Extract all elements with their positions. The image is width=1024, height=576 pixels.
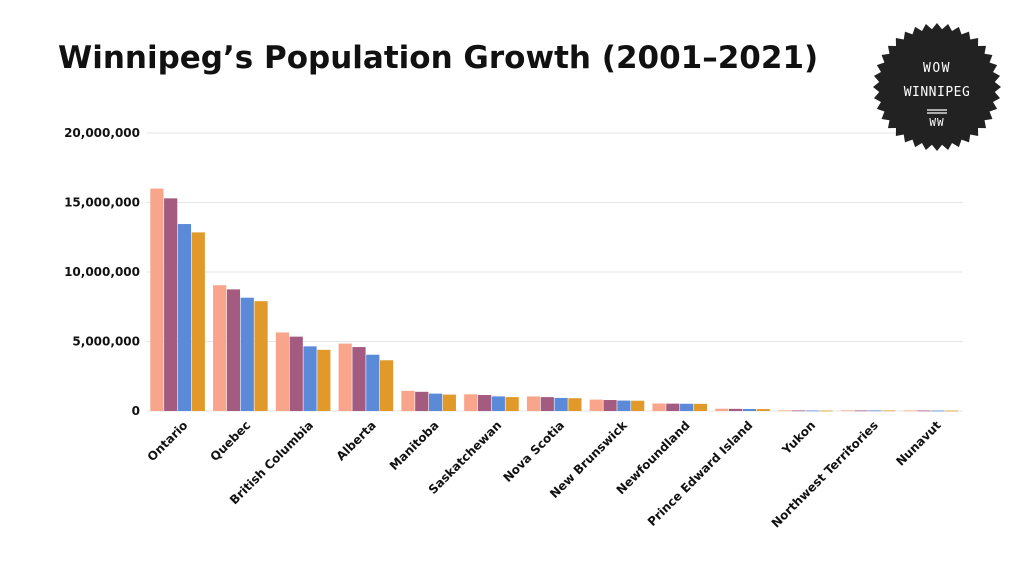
bar-northwest-territories-series-2 [854, 410, 868, 412]
bar-quebec-series-1 [213, 285, 227, 411]
bar-saskatchewan-series-2 [477, 395, 492, 411]
bars [150, 188, 959, 412]
y-tick-label: 20,000,000 [64, 126, 140, 140]
bar-yukon-series-2 [791, 410, 805, 412]
logo-line-3: WW [929, 116, 944, 129]
bar-british-columbia-series-4 [317, 349, 331, 411]
bar-prince-edward-island-series-3 [742, 408, 757, 411]
bar-ontario-series-4 [191, 232, 205, 411]
bar-nova-scotia-series-4 [568, 398, 582, 411]
bar-nova-scotia-series-2 [540, 397, 554, 411]
x-tick-label: Yukon [779, 418, 818, 457]
bar-prince-edward-island-series-1 [715, 408, 729, 411]
bar-northwest-territories-series-4 [882, 410, 896, 412]
bar-alberta-series-4 [379, 360, 394, 411]
y-tick-label: 5,000,000 [72, 335, 140, 349]
x-tick-label: Quebec [208, 418, 254, 464]
bar-nunavut-series-3 [931, 410, 945, 412]
bar-ontario-series-2 [164, 198, 178, 411]
bar-prince-edward-island-series-2 [729, 408, 743, 411]
y-tick-label: 15,000,000 [64, 196, 140, 210]
bar-newfoundland-series-2 [666, 403, 680, 411]
bar-nunavut-series-2 [917, 410, 931, 412]
bar-manitoba-series-4 [442, 394, 456, 411]
bar-nova-scotia-series-1 [526, 396, 541, 411]
bar-new-brunswick-series-4 [631, 400, 645, 411]
bar-newfoundland-series-3 [680, 403, 694, 411]
bar-ontario-series-3 [177, 224, 192, 411]
bar-quebec-series-3 [240, 297, 254, 411]
bar-yukon-series-4 [819, 410, 833, 412]
bar-alberta-series-3 [366, 354, 380, 411]
bar-new-brunswick-series-3 [617, 400, 631, 411]
x-tick-label: Prince Edward Island [645, 418, 756, 529]
y-tick-label: 0 [132, 404, 140, 418]
bar-alberta-series-1 [338, 343, 352, 411]
gridlines [147, 132, 963, 412]
bar-ontario-series-1 [150, 188, 164, 411]
bar-prince-edward-island-series-4 [756, 409, 770, 411]
y-tick-label: 10,000,000 [64, 265, 140, 279]
bar-new-brunswick-series-2 [603, 400, 617, 411]
x-tick-label: Northwest Territories [769, 418, 881, 530]
bar-saskatchewan-series-1 [464, 394, 478, 411]
bar-british-columbia-series-2 [289, 336, 303, 411]
x-tick-label: Manitoba [387, 418, 442, 473]
bar-newfoundland-series-1 [652, 403, 666, 411]
bar-saskatchewan-series-3 [491, 396, 505, 411]
bar-nova-scotia-series-3 [554, 397, 568, 411]
bar-yukon-series-1 [777, 410, 792, 412]
bar-british-columbia-series-3 [303, 346, 317, 411]
bar-nunavut-series-4 [944, 410, 959, 412]
bar-british-columbia-series-1 [275, 332, 290, 411]
badge-seal-shape [873, 23, 1001, 151]
bar-northwest-territories-series-1 [840, 410, 854, 412]
bar-quebec-series-4 [254, 301, 268, 411]
bar-alberta-series-2 [352, 347, 366, 411]
bar-quebec-series-2 [226, 289, 241, 411]
bar-yukon-series-3 [805, 410, 819, 412]
logo-line-1: WOW [923, 61, 951, 76]
bar-newfoundland-series-4 [693, 403, 708, 411]
bar-nunavut-series-1 [903, 410, 917, 412]
y-axis-ticks: 0 5,000,000 10,000,000 15,000,000 20,000,000 [64, 126, 140, 418]
chart-title: Winnipeg’s Population Growth (2001–2021) [58, 40, 819, 76]
x-tick-label: Ontario [145, 418, 191, 464]
x-tick-label: Alberta [334, 418, 379, 463]
bar-manitoba-series-3 [428, 393, 443, 411]
bar-northwest-territories-series-3 [868, 410, 882, 412]
bar-manitoba-series-2 [415, 391, 429, 411]
wow-winnipeg-logo: WOW WINNIPEG WW [873, 23, 1001, 151]
bar-saskatchewan-series-4 [505, 397, 519, 411]
bar-new-brunswick-series-1 [589, 399, 603, 411]
logo-line-2: WINNIPEG [904, 85, 971, 100]
x-tick-label: Nova Scotia [500, 418, 567, 485]
x-tick-label: Nunavut [893, 418, 944, 469]
bar-manitoba-series-1 [401, 390, 415, 411]
